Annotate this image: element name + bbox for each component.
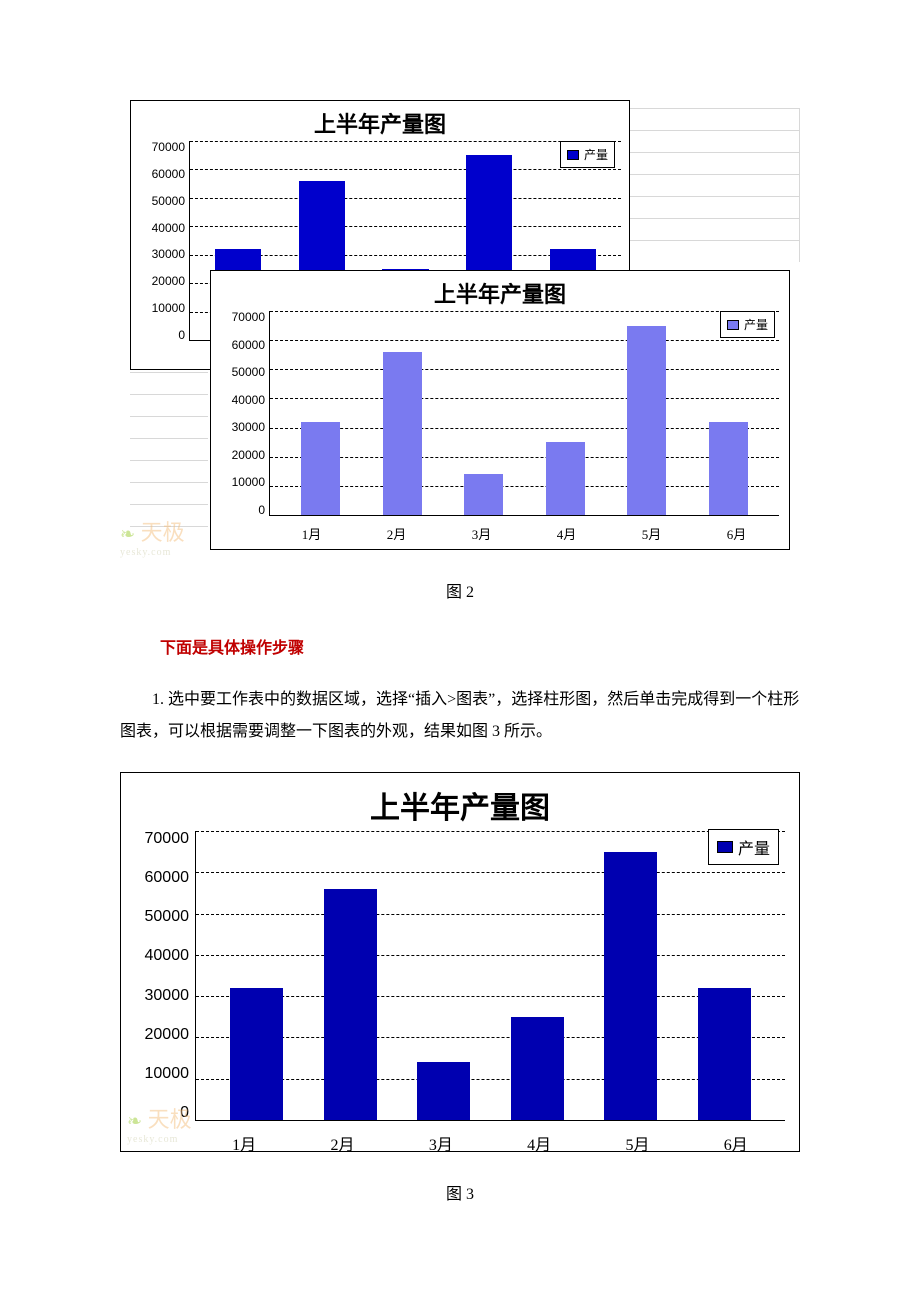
x-tick: 5月 <box>625 1131 649 1155</box>
figure-3-caption: 图 3 <box>120 1180 800 1204</box>
legend-label: 产量 <box>744 316 768 333</box>
document-page: 上半年产量图 70000 60000 50000 40000 30000 200… <box>0 0 920 1296</box>
bar <box>709 422 748 515</box>
x-tick: 2月 <box>387 524 407 543</box>
spreadsheet-grid-bg-2 <box>130 372 208 552</box>
y-tick: 60000 <box>152 168 185 180</box>
y-axis: 70000 60000 50000 40000 30000 20000 1000… <box>127 831 195 1121</box>
x-tick: 1月 <box>302 524 322 543</box>
watermark-sub: yesky.com <box>127 1134 192 1145</box>
paragraph-1: 1. 选中要工作表中的数据区域，选择“插入>图表”，选择柱形图，然后单击完成得到… <box>120 684 800 748</box>
legend: 产量 <box>560 141 615 168</box>
chart-title: 上半年产量图 <box>131 101 629 141</box>
legend: 产量 <box>708 829 779 865</box>
y-tick: 20000 <box>232 449 265 461</box>
x-tick: 3月 <box>429 1131 453 1155</box>
legend-swatch <box>727 320 739 330</box>
y-tick: 20000 <box>152 275 185 287</box>
y-tick: 0 <box>258 504 265 516</box>
fig2-chart-b: 上半年产量图 70000 60000 50000 40000 30000 200… <box>210 270 790 550</box>
y-tick: 60000 <box>145 870 190 886</box>
figure-3-container: 上半年产量图 70000 60000 50000 40000 30000 200… <box>120 772 800 1152</box>
y-tick: 70000 <box>145 831 190 847</box>
x-tick: 4月 <box>527 1131 551 1155</box>
section-heading: 下面是具体操作步骤 <box>160 634 800 658</box>
y-tick: 60000 <box>232 339 265 351</box>
x-tick: 6月 <box>727 524 747 543</box>
bar <box>511 1017 564 1120</box>
bar <box>301 422 340 515</box>
y-tick: 30000 <box>145 988 190 1004</box>
y-tick: 30000 <box>232 421 265 433</box>
bar <box>324 889 377 1120</box>
bar <box>604 852 657 1120</box>
bar <box>417 1062 470 1120</box>
bar <box>546 442 585 515</box>
chart-title: 上半年产量图 <box>211 271 789 311</box>
x-tick: 3月 <box>472 524 492 543</box>
y-tick: 50000 <box>145 909 190 925</box>
x-tick: 1月 <box>232 1131 256 1155</box>
y-tick: 20000 <box>145 1027 190 1043</box>
chart-title: 上半年产量图 <box>121 773 799 831</box>
bar <box>698 988 751 1120</box>
y-tick: 50000 <box>152 195 185 207</box>
bar <box>230 988 283 1120</box>
bars <box>196 831 785 1120</box>
y-tick: 0 <box>180 1105 189 1121</box>
x-tick: 5月 <box>642 524 662 543</box>
x-axis: 1月 2月 3月 4月 5月 6月 <box>195 1121 799 1155</box>
y-tick: 10000 <box>152 302 185 314</box>
x-tick: 2月 <box>330 1131 354 1155</box>
y-tick: 30000 <box>152 248 185 260</box>
legend-swatch <box>567 150 579 160</box>
legend-swatch <box>717 841 733 853</box>
x-tick: 6月 <box>724 1131 748 1155</box>
bar <box>464 474 503 515</box>
y-tick: 10000 <box>232 476 265 488</box>
legend-label: 产量 <box>738 835 770 859</box>
x-axis: 1月 2月 3月 4月 5月 6月 <box>269 516 789 543</box>
y-axis: 70000 60000 50000 40000 30000 20000 1000… <box>135 141 189 341</box>
plot-area <box>269 311 779 516</box>
plot-area <box>195 831 785 1121</box>
y-tick: 10000 <box>145 1066 190 1082</box>
y-tick: 0 <box>178 329 185 341</box>
bar <box>383 352 422 515</box>
spreadsheet-grid-bg <box>630 108 800 268</box>
figure-2-container: 上半年产量图 70000 60000 50000 40000 30000 200… <box>130 100 810 550</box>
y-axis: 70000 60000 50000 40000 30000 20000 1000… <box>215 311 269 516</box>
bar <box>627 326 666 515</box>
legend-label: 产量 <box>584 146 608 163</box>
legend: 产量 <box>720 311 775 338</box>
x-tick: 4月 <box>557 524 577 543</box>
bars <box>270 311 779 515</box>
figure-2-caption: 图 2 <box>120 578 800 602</box>
y-tick: 40000 <box>145 948 190 964</box>
y-tick: 40000 <box>232 394 265 406</box>
y-tick: 50000 <box>232 366 265 378</box>
y-tick: 70000 <box>152 141 185 153</box>
y-tick: 40000 <box>152 222 185 234</box>
y-tick: 70000 <box>232 311 265 323</box>
